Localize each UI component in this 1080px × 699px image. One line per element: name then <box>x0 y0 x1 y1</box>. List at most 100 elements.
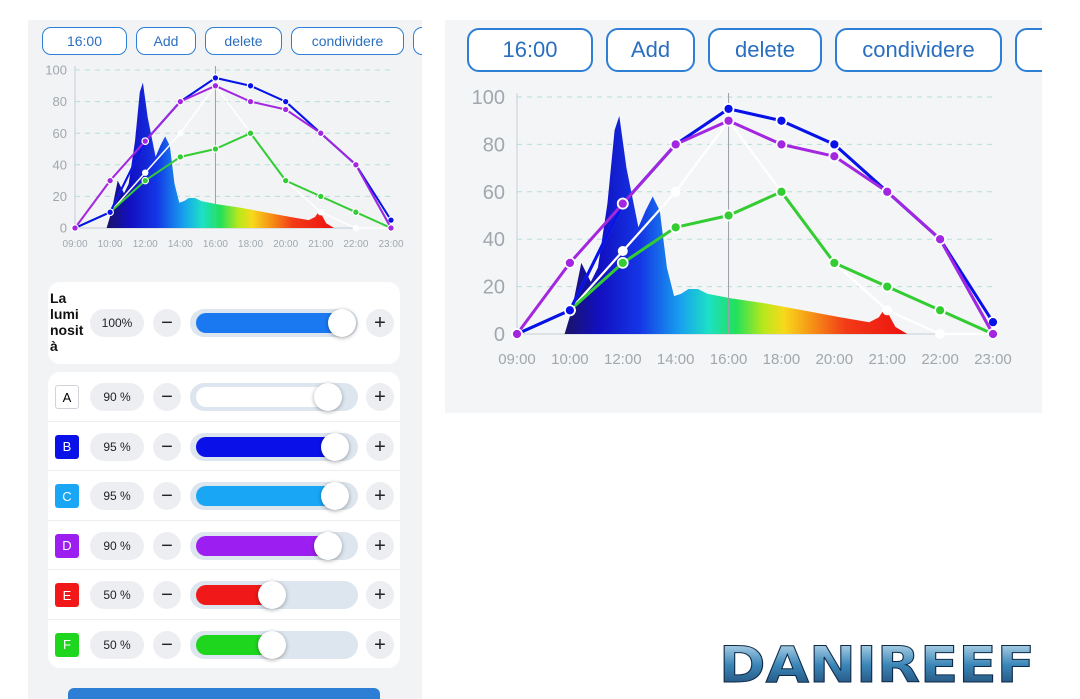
channel-slider[interactable] <box>190 531 358 560</box>
data-point-a <box>670 186 681 197</box>
master-percent: 100% <box>90 309 144 337</box>
channel-minus-button[interactable]: − <box>153 531 181 560</box>
channel-percent: 95 % <box>90 432 144 461</box>
data-point-d <box>246 97 255 106</box>
data-point-d <box>317 129 325 137</box>
data-point-a <box>935 329 946 339</box>
slider-knob[interactable] <box>314 531 342 560</box>
channel-badge: F <box>55 632 79 657</box>
y-tick-label: 100 <box>45 63 67 78</box>
data-point-d <box>141 137 149 145</box>
data-point-a <box>617 246 628 257</box>
series-line-a <box>516 119 993 336</box>
toolbar-button-more[interactable] <box>1015 28 1042 72</box>
slider-knob[interactable] <box>321 482 349 510</box>
data-point-b <box>722 102 735 115</box>
slider-knob[interactable] <box>258 630 286 659</box>
channel-row-f: F 50 % − + <box>48 620 400 670</box>
zoomed-chart-panel: 16:00 Add delete condividere 0 20 40 60 80 100 09… <box>445 20 1042 413</box>
master-plus-button[interactable]: + <box>366 309 394 337</box>
data-point-a <box>317 209 324 216</box>
bottom-action-button[interactable] <box>68 688 380 699</box>
data-point-f <box>317 192 325 201</box>
channel-badge: E <box>55 583 79 607</box>
channel-row-a: A 90 % − + <box>48 372 400 422</box>
channel-percent: 50 % <box>90 630 144 659</box>
channel-plus-button[interactable]: + <box>366 630 394 659</box>
toolbar-button-add[interactable]: Add <box>136 27 196 55</box>
toolbar-button-add[interactable]: Add <box>606 28 695 72</box>
x-tick-label: 09:00 <box>62 239 87 250</box>
toolbar-button-delete[interactable]: delete <box>708 28 822 72</box>
slider-knob[interactable] <box>258 581 286 609</box>
channel-slider[interactable] <box>190 482 358 510</box>
x-tick-label: 16:00 <box>710 351 748 368</box>
x-tick-label: 20:00 <box>273 239 298 250</box>
channel-plus-button[interactable]: + <box>366 383 394 411</box>
slider-knob[interactable] <box>314 383 342 411</box>
data-point-d <box>387 224 395 232</box>
channel-plus-button[interactable]: + <box>366 531 394 560</box>
data-point-a <box>352 224 360 232</box>
slider-knob[interactable] <box>328 309 356 337</box>
data-point-f <box>722 209 735 222</box>
channel-slider[interactable] <box>190 581 358 609</box>
toolbar-button-16-00[interactable]: 16:00 <box>42 27 127 55</box>
channel-plus-button[interactable]: + <box>366 482 394 510</box>
data-point-b <box>564 304 576 317</box>
channel-minus-button[interactable]: − <box>153 581 181 609</box>
channel-percent: 90 % <box>90 383 144 411</box>
channel-slider[interactable] <box>190 383 358 411</box>
x-tick-label: 18:00 <box>238 239 263 250</box>
data-point-d <box>106 176 114 185</box>
x-tick-label: 23:00 <box>378 239 403 250</box>
slider-fill <box>196 313 342 333</box>
channel-badge: A <box>55 385 79 409</box>
channel-minus-button[interactable]: − <box>153 482 181 510</box>
data-point-d <box>564 257 576 269</box>
channel-minus-button[interactable]: − <box>153 383 181 411</box>
channel-badge: D <box>55 533 79 558</box>
slider-knob[interactable] <box>321 432 349 461</box>
y-tick-label: 60 <box>53 126 67 141</box>
data-point-d <box>616 197 629 210</box>
channel-slider[interactable] <box>190 432 358 461</box>
data-point-b <box>106 208 114 216</box>
y-tick-label: 20 <box>483 277 505 299</box>
x-tick-label: 09:00 <box>498 351 536 368</box>
slider-fill <box>196 634 272 655</box>
x-tick-label: 20:00 <box>816 351 854 368</box>
x-tick-label: 12:00 <box>604 351 642 368</box>
master-slider[interactable] <box>190 309 358 337</box>
toolbar-button-16-00[interactable]: 16:00 <box>467 28 593 72</box>
x-tick-label: 16:00 <box>203 239 228 250</box>
data-point-f <box>775 185 788 198</box>
data-point-d <box>669 138 682 151</box>
data-point-f <box>881 280 894 293</box>
light-curve-chart: 0 20 40 60 80 100 09:00 10:00 12:00 14:00 16:00 18:… <box>45 63 404 250</box>
master-label: La lumi nosit à <box>50 290 84 354</box>
toolbar-button-more[interactable] <box>413 27 422 55</box>
toolbar-button-delete[interactable]: delete <box>205 27 282 55</box>
slider-fill <box>196 436 335 457</box>
svg-text:DANIREEF: DANIREEF <box>719 636 1035 692</box>
data-point-b <box>828 138 841 151</box>
master-minus-button[interactable]: − <box>153 309 181 337</box>
channel-plus-button[interactable]: + <box>366 581 394 609</box>
channel-row-e: E 50 % − + <box>48 570 400 620</box>
toolbar-button-condividere[interactable]: condividere <box>291 27 404 55</box>
x-tick-label: 22:00 <box>921 351 959 368</box>
data-point-a <box>882 305 893 316</box>
data-point-f <box>616 257 629 269</box>
toolbar-button-condividere[interactable]: condividere <box>835 28 1002 72</box>
channel-minus-button[interactable]: − <box>153 630 181 659</box>
channel-minus-button[interactable]: − <box>153 432 181 461</box>
data-point-b <box>211 74 220 82</box>
channel-slider[interactable] <box>190 630 358 659</box>
data-point-d <box>987 328 999 340</box>
data-point-a <box>142 169 149 176</box>
channel-plus-button[interactable]: + <box>366 432 394 461</box>
series-line-f <box>74 132 392 229</box>
x-tick-label: 21:00 <box>308 239 333 250</box>
